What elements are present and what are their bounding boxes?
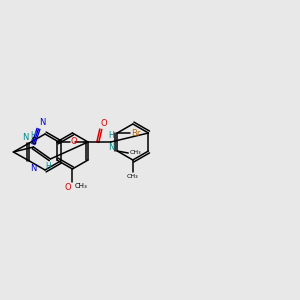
Text: CH₃: CH₃ [74, 183, 87, 189]
Text: H: H [30, 131, 36, 140]
Text: O: O [71, 137, 77, 146]
Text: Br: Br [131, 128, 141, 137]
Text: CH₃: CH₃ [129, 151, 141, 155]
Text: N: N [30, 164, 37, 173]
Text: C: C [31, 136, 36, 146]
Text: O: O [101, 119, 107, 128]
Text: N: N [39, 118, 46, 127]
Text: N: N [22, 133, 28, 142]
Text: O: O [65, 183, 71, 192]
Text: H: H [108, 131, 114, 140]
Text: CH₃: CH₃ [127, 174, 139, 179]
Text: H: H [46, 162, 51, 171]
Text: N: N [108, 143, 114, 152]
